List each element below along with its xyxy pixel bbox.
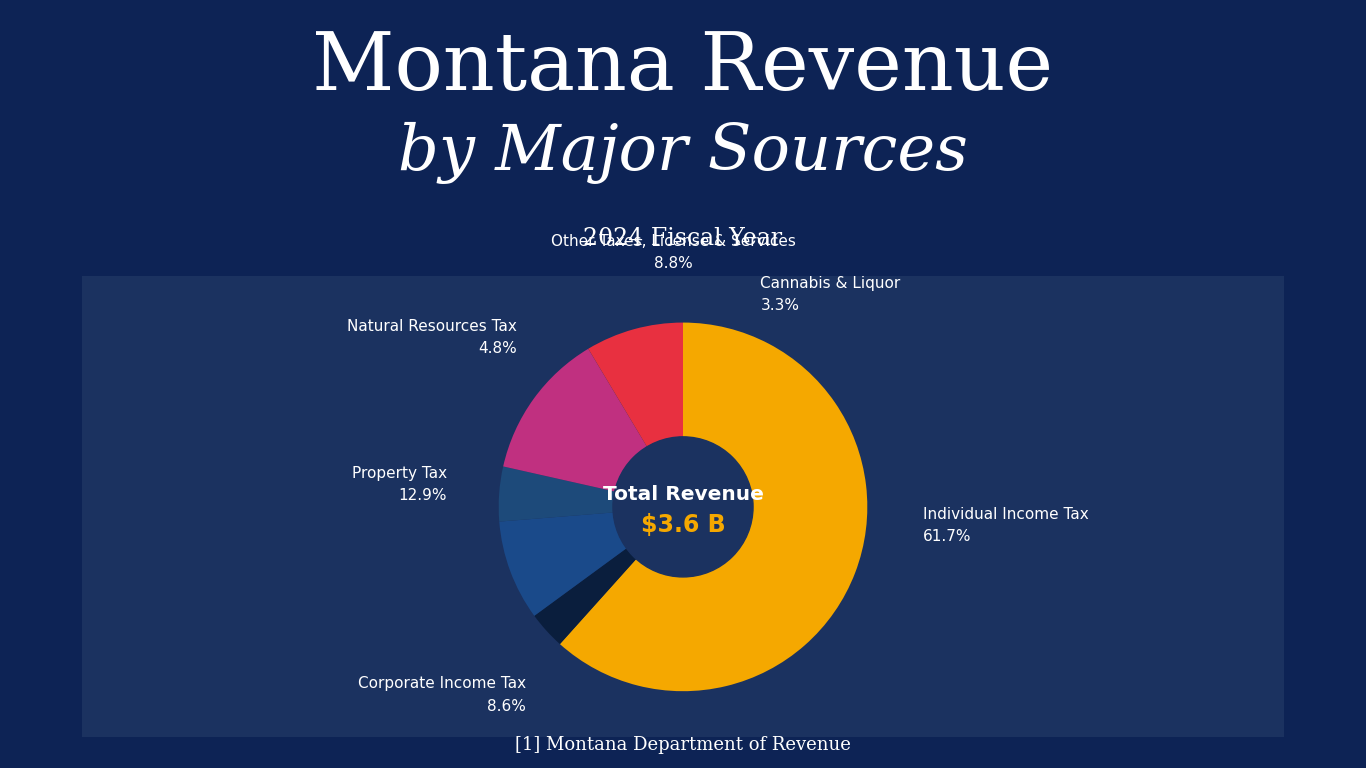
Text: Corporate Income Tax
8.6%: Corporate Income Tax 8.6% (358, 677, 526, 713)
Circle shape (613, 437, 753, 577)
Text: Montana Revenue: Montana Revenue (313, 29, 1053, 108)
Wedge shape (589, 323, 683, 507)
Wedge shape (499, 466, 683, 521)
Wedge shape (560, 323, 867, 691)
Wedge shape (503, 349, 683, 507)
Text: Property Tax
12.9%: Property Tax 12.9% (352, 466, 447, 503)
Text: $3.6 B: $3.6 B (641, 513, 725, 538)
Text: Natural Resources Tax
4.8%: Natural Resources Tax 4.8% (347, 319, 518, 356)
Text: 2024 Fiscal Year: 2024 Fiscal Year (583, 227, 783, 250)
Text: Cannabis & Liquor
3.3%: Cannabis & Liquor 3.3% (761, 276, 900, 313)
Text: Individual Income Tax
61.7%: Individual Income Tax 61.7% (922, 507, 1089, 544)
Wedge shape (534, 507, 683, 644)
FancyBboxPatch shape (46, 263, 1320, 751)
Text: Total Revenue: Total Revenue (602, 485, 764, 505)
Text: by Major Sources: by Major Sources (398, 122, 968, 184)
Text: Other Taxes, License & Services
8.8%: Other Taxes, License & Services 8.8% (552, 233, 796, 271)
Text: [1] Montana Department of Revenue: [1] Montana Department of Revenue (515, 736, 851, 753)
Wedge shape (499, 507, 683, 616)
